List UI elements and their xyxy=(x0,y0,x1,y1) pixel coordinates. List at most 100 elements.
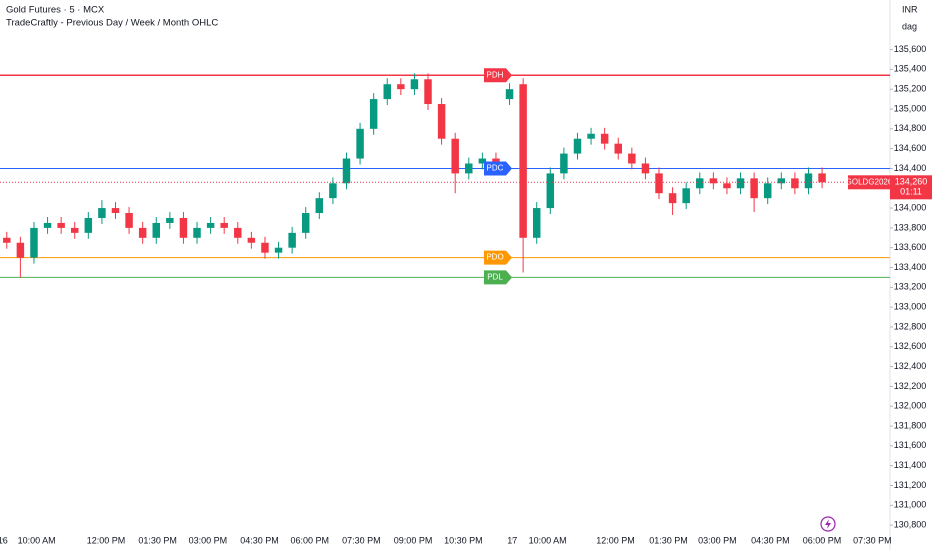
candle-body xyxy=(138,227,147,238)
candle-body xyxy=(573,138,582,154)
candle-body xyxy=(750,178,758,199)
candle-body xyxy=(70,227,79,233)
y-tick-label: 131,800 xyxy=(894,420,927,430)
candle-body xyxy=(709,178,718,184)
candle-body xyxy=(560,153,568,174)
x-tick-label: 01:30 PM xyxy=(138,535,177,545)
candle-body xyxy=(315,198,324,214)
level-tag xyxy=(484,68,512,83)
candle-body xyxy=(587,133,595,139)
candle-body xyxy=(763,183,772,199)
alert-icon[interactable] xyxy=(820,516,836,532)
y-tick-label: 132,400 xyxy=(894,361,927,371)
candle-body xyxy=(451,138,459,174)
candle-body xyxy=(668,193,677,204)
level-label: PDL xyxy=(487,273,503,282)
candle-body xyxy=(220,222,228,228)
candle-body xyxy=(655,173,663,194)
y-tick-label: 133,200 xyxy=(894,282,927,292)
candle-body xyxy=(301,213,310,233)
y-tick-label: 135,200 xyxy=(894,84,927,94)
y-tick-label: 135,600 xyxy=(894,44,927,54)
x-tick-label: 10:00 AM xyxy=(18,535,56,545)
candle-body xyxy=(43,222,52,228)
y-tick-label: 131,400 xyxy=(894,460,927,470)
candle-body xyxy=(818,173,826,183)
y-tick-label: 132,000 xyxy=(894,401,927,411)
candle-body xyxy=(288,232,296,248)
y-tick-label: 130,800 xyxy=(894,520,927,530)
x-tick-label: 06:00 PM xyxy=(803,535,842,545)
x-tick-label: 16 xyxy=(0,535,8,545)
chart-subtitle: TradeCraftly - Previous Day / Week / Mon… xyxy=(6,18,218,29)
candle-body xyxy=(682,188,690,204)
symbol-label: GOLDG2026 xyxy=(846,177,893,186)
price-tag xyxy=(890,175,932,200)
candle-body xyxy=(777,178,786,184)
chart-title: Gold Futures · 5 · MCX xyxy=(6,5,105,16)
candle-body xyxy=(424,79,432,105)
candle-body xyxy=(410,79,419,90)
y-tick-label: 133,400 xyxy=(894,262,927,272)
y-tick-label: 131,600 xyxy=(894,440,927,450)
y-tick-label: 134,800 xyxy=(894,123,927,133)
level-tag xyxy=(484,270,512,285)
candle-body xyxy=(791,178,799,189)
y-tick-label: 131,000 xyxy=(894,500,927,510)
y-tick-label: 133,600 xyxy=(894,242,927,252)
candle-body xyxy=(111,208,120,214)
candle-body xyxy=(478,158,487,164)
y-tick-label: 133,800 xyxy=(894,222,927,232)
candle-body xyxy=(274,247,283,253)
candle-body xyxy=(519,84,527,238)
level-label: PDC xyxy=(487,164,504,173)
candle-body xyxy=(342,158,351,184)
x-tick-label: 01:30 PM xyxy=(649,535,688,545)
x-tick-label: 17 xyxy=(507,535,517,545)
candle-body xyxy=(247,237,256,243)
candle-body xyxy=(628,153,636,164)
x-tick-label: 10:00 AM xyxy=(529,535,567,545)
y-tick-label: 134,600 xyxy=(894,143,927,153)
candle-body xyxy=(532,208,541,238)
x-tick-label: 12:00 PM xyxy=(596,535,635,545)
candle-body xyxy=(614,143,622,154)
candle-body xyxy=(736,178,745,189)
currency: INR xyxy=(902,4,918,14)
candle-body xyxy=(356,128,364,159)
candle-body xyxy=(30,227,38,258)
y-tick-label: 132,200 xyxy=(894,381,927,391)
level-label: PDO xyxy=(486,253,503,262)
candle-body xyxy=(383,84,391,100)
x-tick-label: 04:30 PM xyxy=(751,535,790,545)
x-tick-label: 12:00 PM xyxy=(87,535,126,545)
y-tick-label: 134,000 xyxy=(894,202,927,212)
scale-label: dag xyxy=(902,21,917,31)
candle-body xyxy=(723,183,731,189)
x-tick-label: 03:00 PM xyxy=(698,535,737,545)
candle-body xyxy=(125,213,133,228)
level-tag xyxy=(484,161,512,176)
candle-body xyxy=(98,208,106,218)
symbol-tag xyxy=(848,175,890,190)
y-tick-label: 133,000 xyxy=(894,302,927,312)
candle-body xyxy=(600,133,609,144)
y-tick-label: 131,200 xyxy=(894,480,927,490)
candle-body xyxy=(465,163,473,174)
candle-body xyxy=(3,237,11,243)
y-tick-label: 134,400 xyxy=(894,163,927,173)
candle-body xyxy=(234,227,242,238)
price-label: 134,260 xyxy=(895,177,928,187)
candle-body xyxy=(16,242,25,258)
candle-body xyxy=(696,178,704,189)
candle-body xyxy=(397,84,405,90)
candle-body xyxy=(437,104,446,139)
candle-body xyxy=(505,89,514,100)
countdown: 01:11 xyxy=(900,187,922,197)
candle-body xyxy=(206,222,215,228)
x-tick-label: 06:00 PM xyxy=(291,535,330,545)
x-tick-label: 03:00 PM xyxy=(189,535,228,545)
y-tick-label: 135,400 xyxy=(894,64,927,74)
candle-body xyxy=(804,173,813,189)
candle-body xyxy=(261,242,269,253)
